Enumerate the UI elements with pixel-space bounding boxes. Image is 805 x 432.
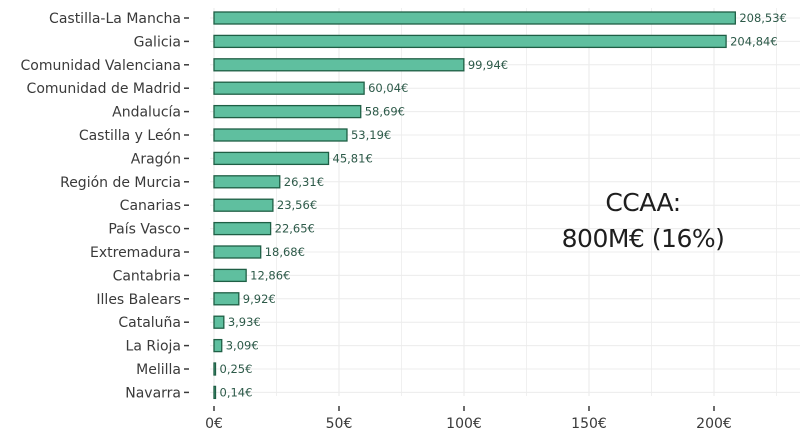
bar-value-label: 58,69€ — [365, 105, 405, 119]
x-tick-label: 0€ — [205, 416, 223, 432]
bar-value-label: 45,81€ — [333, 151, 373, 165]
bar-value-label: 26,31€ — [284, 175, 324, 189]
bar — [213, 81, 365, 95]
bar — [213, 198, 274, 212]
category-label: Extremadura — [90, 245, 181, 261]
bar-value-label: 0,14€ — [220, 385, 253, 399]
ccaa-annotation: CCAA: 800M€ (16%) — [548, 185, 738, 257]
bar — [213, 385, 217, 400]
x-tick-label: 150€ — [571, 416, 607, 432]
x-tick-label: 200€ — [696, 416, 732, 432]
bar-value-label: 3,09€ — [226, 339, 259, 353]
category-label: Melilla — [136, 362, 181, 378]
bar — [213, 151, 330, 166]
category-label: Canarias — [120, 198, 181, 214]
bars: 208,53€ 204,84€ 99,94€ 60,04€ 58,69€ 53,19€ 45… — [213, 11, 787, 400]
bar — [213, 58, 465, 72]
category-label: La Rioja — [126, 339, 181, 355]
bar-value-label: 60,04€ — [368, 81, 408, 95]
bar-value-label: 204,84€ — [730, 34, 778, 48]
bar-value-label: 99,94€ — [468, 58, 508, 72]
annotation-line-2: 800M€ (16%) — [561, 224, 725, 253]
y-axis: Castilla-La Mancha Galicia Comunidad Valen… — [21, 11, 189, 401]
category-label: Aragón — [131, 151, 181, 167]
category-label: Comunidad de Madrid — [27, 81, 181, 97]
bar-value-label: 23,56€ — [277, 198, 317, 212]
category-label: Comunidad Valenciana — [21, 58, 181, 74]
x-tick-label: 100€ — [446, 416, 482, 432]
bar — [213, 245, 262, 259]
bar — [213, 338, 223, 353]
bar-value-label: 0,25€ — [220, 362, 253, 376]
bar — [213, 11, 736, 25]
category-label: Navarra — [125, 385, 181, 401]
bar-value-label: 18,68€ — [265, 245, 305, 259]
bar-value-label: 22,65€ — [275, 222, 315, 236]
category-label: Región de Murcia — [60, 175, 181, 191]
bar — [213, 292, 240, 306]
category-label: Andalucía — [112, 105, 181, 121]
bar — [213, 104, 362, 119]
category-label: Cantabria — [113, 268, 181, 284]
bar-value-label: 53,19€ — [351, 128, 391, 142]
bar-value-label: 3,93€ — [228, 315, 261, 329]
bar — [213, 315, 225, 329]
category-label: País Vasco — [108, 222, 181, 238]
bar-value-label: 12,86€ — [250, 268, 290, 282]
bar — [213, 34, 727, 49]
bar-value-label: 208,53€ — [739, 11, 787, 25]
bar — [213, 128, 348, 142]
bar — [213, 362, 217, 376]
x-axis: 0€ 50€ 100€ 150€ 200€ — [205, 406, 732, 432]
bar — [213, 268, 247, 283]
x-tick-label: 50€ — [326, 416, 353, 432]
category-label: Castilla y León — [79, 128, 181, 144]
annotation-line-1: CCAA: — [605, 188, 681, 217]
bar — [213, 221, 272, 236]
bar-value-label: 9,92€ — [243, 292, 276, 306]
category-label: Castilla-La Mancha — [49, 11, 181, 27]
category-label: Galicia — [134, 34, 181, 50]
bar — [213, 175, 281, 189]
category-label: Illes Balears — [96, 292, 181, 308]
category-label: Cataluña — [118, 315, 181, 331]
